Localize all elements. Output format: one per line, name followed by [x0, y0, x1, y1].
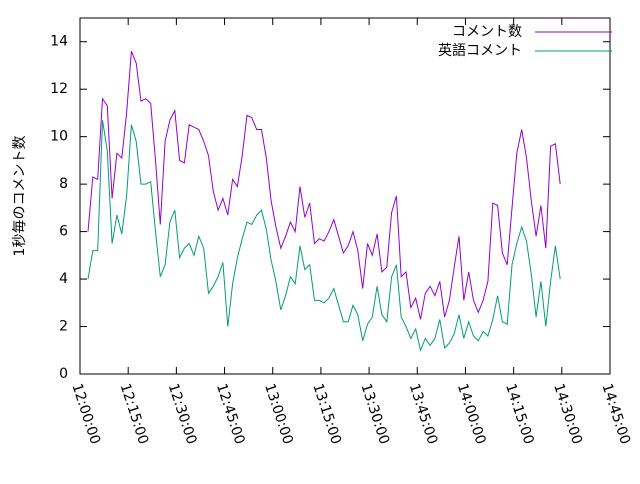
x-tick-label: 14:00:00 [454, 382, 489, 447]
x-tick-label: 14:45:00 [598, 382, 633, 447]
x-tick-label: 13:00:00 [261, 382, 296, 447]
series-line [87, 120, 561, 352]
y-tick-label: 8 [59, 176, 68, 192]
y-tick-label: 10 [50, 129, 68, 145]
x-tick-label: 14:15:00 [502, 382, 537, 447]
y-tick-label: 2 [59, 319, 68, 335]
x-tick-label: 13:45:00 [406, 382, 441, 447]
legend-label: コメント数 [452, 24, 522, 40]
legend-label: 英語コメント [438, 42, 522, 59]
x-tick-label: 12:30:00 [165, 382, 200, 447]
x-tick-label: 14:30:00 [550, 382, 585, 447]
x-tick-label: 13:15:00 [309, 382, 344, 447]
y-axis-label: 1秒毎のコメント数 [12, 136, 28, 257]
plot-frame [79, 17, 611, 375]
x-tick-label: 12:45:00 [213, 382, 248, 447]
series-line [87, 51, 561, 320]
x-tick-label: 12:15:00 [117, 382, 152, 447]
y-tick-label: 12 [50, 81, 68, 97]
y-tick-label: 4 [59, 271, 68, 287]
y-tick-label: 6 [59, 224, 68, 240]
x-tick-label: 13:30:00 [357, 382, 392, 447]
y-tick-label: 14 [50, 34, 68, 50]
x-tick-label: 12:00:00 [68, 382, 103, 447]
y-tick-label: 0 [59, 366, 68, 382]
